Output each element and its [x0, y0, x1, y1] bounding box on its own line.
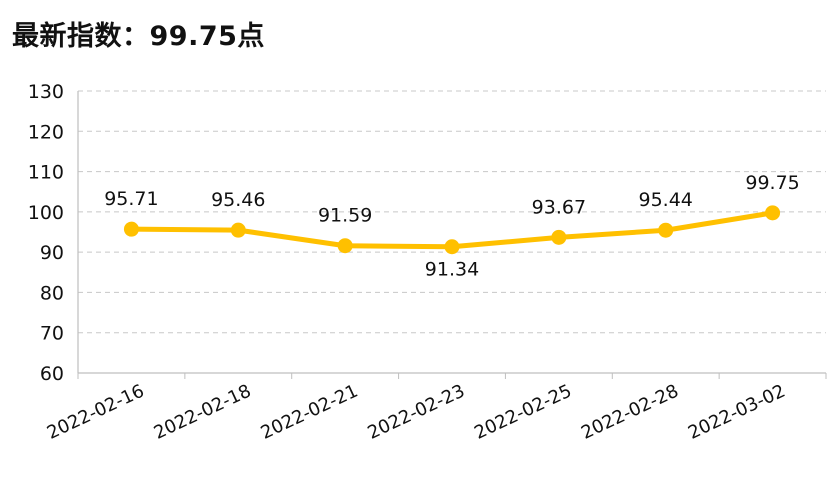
data-label: 91.34	[425, 259, 479, 281]
y-tick-label: 100	[28, 202, 64, 224]
headline-label: 最新指数：	[12, 21, 150, 52]
x-tick-label: 2022-02-25	[471, 380, 575, 443]
y-tick-label: 60	[40, 363, 64, 385]
data-label: 99.75	[745, 172, 799, 194]
y-tick-label: 110	[28, 162, 64, 184]
data-label: 91.59	[318, 205, 372, 227]
y-tick-label: 130	[28, 81, 64, 103]
x-tick-label: 2022-02-28	[578, 380, 682, 443]
y-tick-label: 120	[28, 121, 64, 143]
data-point	[765, 205, 781, 221]
headline-unit: 点	[237, 21, 265, 52]
data-point	[230, 222, 246, 238]
data-label: 95.46	[211, 189, 265, 211]
x-tick-label: 2022-03-02	[685, 380, 789, 443]
x-tick-label: 2022-02-16	[44, 380, 148, 443]
data-point	[123, 221, 139, 237]
y-tick-label: 80	[40, 282, 64, 304]
data-label: 95.71	[104, 188, 158, 210]
x-tick-label: 2022-02-23	[364, 380, 468, 443]
y-tick-label: 70	[40, 323, 64, 345]
headline-value: 99.75	[149, 21, 238, 52]
data-point	[658, 222, 674, 238]
label-layer: 95.71 95.46 91.59 91.34 93.67 95.44 99.75	[104, 172, 800, 281]
data-point	[551, 229, 567, 245]
data-point	[337, 238, 353, 254]
grid-layer	[78, 90, 826, 334]
data-label: 93.67	[532, 196, 586, 218]
y-tick-label: 90	[40, 242, 64, 264]
headline: 最新指数：99.75点	[12, 14, 265, 53]
data-point	[444, 239, 460, 255]
x-tick-label: 2022-02-21	[258, 380, 362, 443]
series-layer	[123, 205, 781, 255]
data-label: 95.44	[639, 189, 693, 211]
x-tick-label: 2022-02-18	[151, 380, 255, 443]
